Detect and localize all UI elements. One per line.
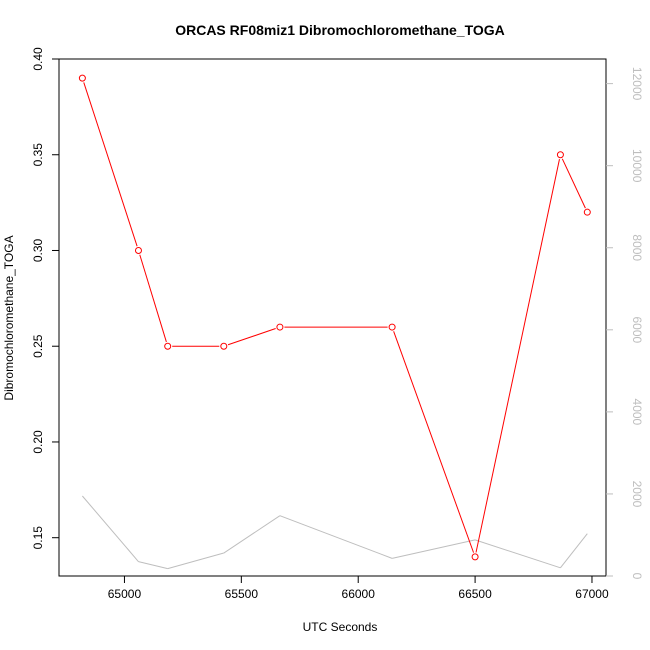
series-line-primary-segment: [561, 158, 586, 209]
data-point: [164, 342, 172, 350]
y-tick-label: 0.25: [31, 334, 45, 358]
x-tick-label: 66500: [458, 587, 492, 601]
y2-tick-label: 4000: [630, 399, 644, 426]
y-tick-label: 0.15: [31, 526, 45, 550]
series-layer: [78, 74, 591, 570]
series-line-primary-segment: [139, 254, 167, 343]
series-line-secondary-segment: [81, 495, 139, 562]
y2-tick-label: 6000: [630, 316, 644, 343]
x-tick-label: 65000: [108, 587, 142, 601]
y-tick-label: 0.40: [31, 47, 45, 71]
series-line-primary-segment: [475, 159, 560, 553]
y-axis-label: Dibromochloromethane_TOGA: [2, 235, 16, 400]
data-point: [276, 323, 284, 331]
series-line-secondary-segment: [392, 539, 476, 559]
y2-tick-label: 0: [630, 573, 644, 580]
plot-area-frame: [58, 58, 607, 577]
series-line-secondary-segment: [560, 533, 588, 569]
y-axis-right: 0 2000 4000 6000 8000 10000 12000: [606, 67, 644, 580]
y-tick-label: 0.30: [31, 238, 45, 262]
y-axis-left: 0.15 0.20 0.25 0.30 0.35 0.40: [31, 47, 59, 549]
y2-tick-label: 10000: [630, 149, 644, 183]
data-point: [583, 208, 591, 216]
series-line-secondary-segment: [167, 552, 224, 570]
series-line-secondary-segment: [474, 539, 561, 569]
series-line-primary-segment: [227, 328, 276, 346]
data-point: [388, 323, 396, 331]
series-line-secondary-segment: [223, 515, 281, 554]
x-tick-label: 65500: [225, 587, 259, 601]
series-line-primary-segment: [393, 331, 475, 553]
y2-tick-label: 2000: [630, 481, 644, 508]
x-axis-label: UTC Seconds: [303, 620, 378, 634]
data-point: [556, 151, 564, 159]
x-axis: 65000 65500 66000 66500 67000: [108, 576, 609, 601]
series-line-primary-segment: [83, 82, 138, 247]
data-point: [78, 74, 86, 82]
y-tick-label: 0.20: [31, 430, 45, 454]
data-point: [471, 553, 479, 561]
chart-title: ORCAS RF08miz1 Dibromochloromethane_TOGA: [175, 22, 505, 38]
series-line-secondary-segment: [138, 561, 168, 570]
y2-tick-label: 12000: [630, 67, 644, 101]
y2-tick-label: 8000: [630, 234, 644, 261]
series-line-secondary-segment: [279, 515, 393, 559]
x-tick-label: 67000: [575, 587, 609, 601]
y-tick-label: 0.35: [31, 143, 45, 167]
x-tick-label: 66000: [342, 587, 376, 601]
data-point: [134, 246, 142, 254]
data-point: [220, 342, 228, 350]
